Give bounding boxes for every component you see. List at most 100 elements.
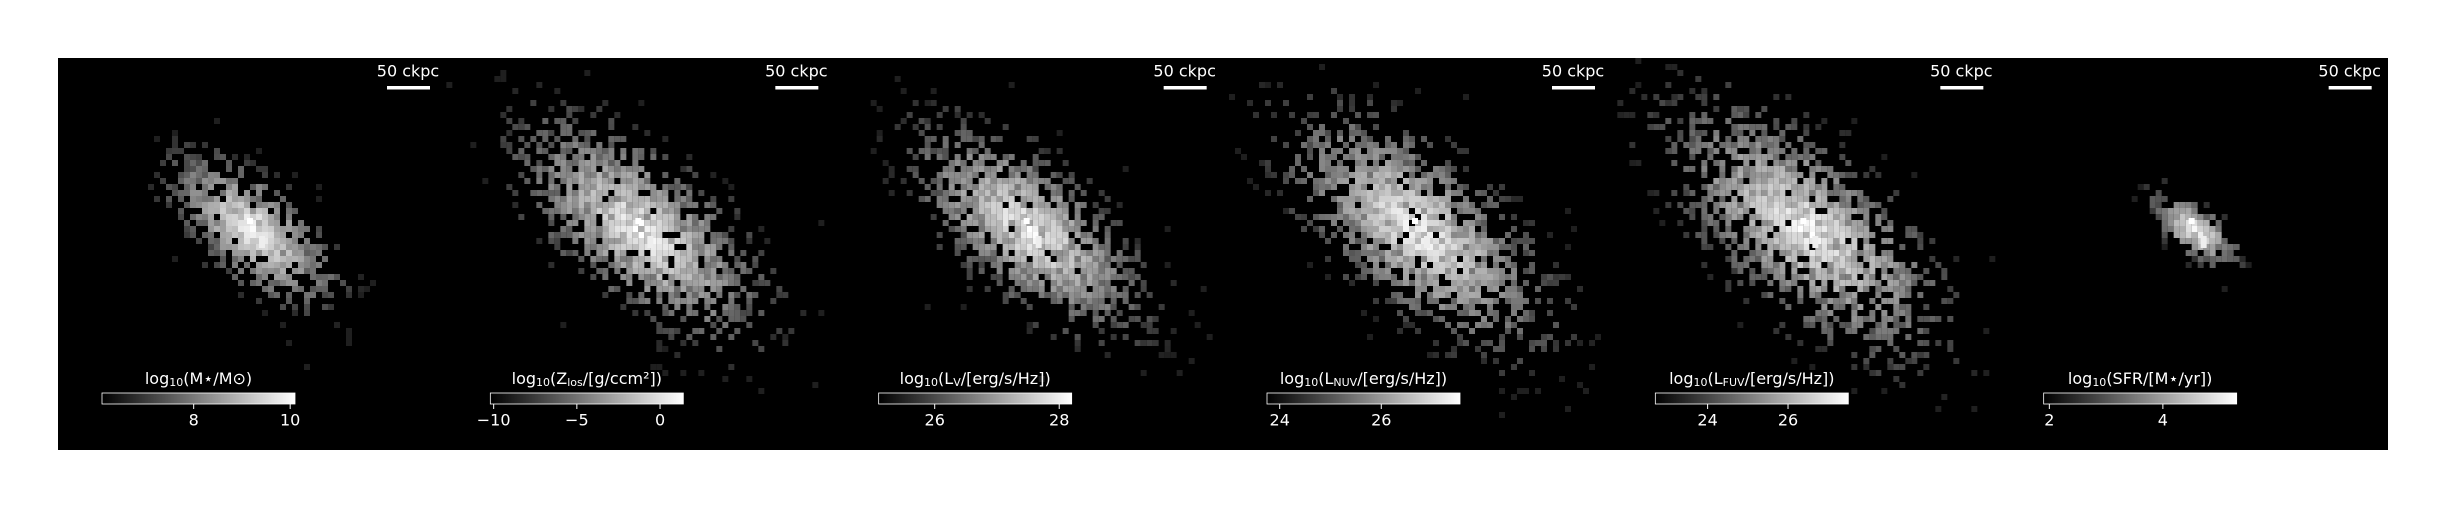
pixel (990, 208, 997, 214)
pixel (614, 172, 621, 178)
pixel (196, 220, 202, 226)
pixel (1098, 280, 1105, 286)
pixel (728, 244, 735, 250)
pixel (1020, 274, 1027, 280)
pixel (238, 232, 244, 238)
pixel (626, 244, 633, 250)
pixel (1451, 274, 1457, 280)
pixel (220, 244, 226, 250)
pixel (686, 310, 693, 316)
pixel (924, 304, 931, 310)
pixel (930, 178, 937, 184)
pixel (1421, 178, 1427, 184)
pixel (960, 160, 967, 166)
pixel (470, 142, 477, 148)
pixel (548, 190, 555, 196)
pixel (542, 118, 549, 124)
pixel (1839, 232, 1846, 238)
pixel (1517, 334, 1523, 340)
pixel (1277, 190, 1283, 196)
pixel (1122, 166, 1129, 172)
pixel (728, 292, 735, 298)
pixel (1116, 262, 1123, 268)
pixel (1523, 268, 1529, 274)
pixel (1863, 268, 1870, 274)
pixel (912, 100, 919, 106)
pixel (1875, 172, 1882, 178)
pixel (1098, 316, 1105, 322)
pixel (1719, 202, 1726, 208)
pixel (614, 256, 621, 262)
pixel (1391, 106, 1397, 112)
pixel (1689, 88, 1696, 94)
pixel (1475, 310, 1481, 316)
pixel (614, 232, 621, 238)
pixel (1032, 154, 1039, 160)
pixel (274, 244, 280, 250)
pixel (698, 328, 705, 334)
pixel (1785, 238, 1792, 244)
pixel (656, 226, 663, 232)
pixel (1713, 178, 1720, 184)
pixel (692, 244, 699, 250)
pixel (984, 250, 991, 256)
pixel (2221, 256, 2228, 262)
pixel (268, 256, 274, 262)
pixel (728, 274, 735, 280)
pixel (1677, 94, 1684, 100)
pixel (256, 184, 262, 190)
pixel (2173, 226, 2180, 232)
pixel (1373, 256, 1379, 262)
pixel (1725, 148, 1732, 154)
pixel (1349, 202, 1355, 208)
pixel (674, 208, 681, 214)
pixel (1869, 268, 1876, 274)
pixel (1032, 202, 1039, 208)
pixel (1797, 238, 1804, 244)
pixel (674, 250, 681, 256)
pixel (1014, 226, 1021, 232)
label-part: log (900, 369, 924, 388)
pixel (310, 262, 316, 268)
pixel (1505, 328, 1511, 334)
pixel (1301, 166, 1307, 172)
pixel (1050, 184, 1057, 190)
pixel (1791, 124, 1798, 130)
pixel (978, 190, 985, 196)
pixel (1349, 208, 1355, 214)
pixel (1671, 148, 1678, 154)
pixel (1463, 256, 1469, 262)
pixel (1689, 202, 1696, 208)
pixel (1451, 328, 1457, 334)
pixel (1427, 184, 1433, 190)
pixel (1887, 220, 1894, 226)
pixel (686, 226, 693, 232)
pixel (1008, 154, 1015, 160)
pixel (268, 292, 274, 298)
pixel (1815, 232, 1822, 238)
pixel (1797, 244, 1804, 250)
pixel (1074, 214, 1081, 220)
pixel (656, 322, 663, 328)
pixel (620, 136, 627, 142)
pixel (1487, 202, 1493, 208)
pixel (1104, 262, 1111, 268)
pixel (316, 184, 322, 190)
pixel (1026, 136, 1033, 142)
pixel (262, 250, 268, 256)
pixel (1517, 358, 1523, 364)
pixel (686, 220, 693, 226)
pixel (190, 196, 196, 202)
pixel (560, 208, 567, 214)
pixel (620, 220, 627, 226)
pixel (1893, 274, 1900, 280)
pixel (1779, 196, 1786, 202)
pixel (1421, 136, 1427, 142)
pixel (1857, 250, 1864, 256)
pixel (1361, 226, 1367, 232)
colorbar-tick-label: 26 (1778, 411, 1798, 430)
pixel (674, 184, 681, 190)
pixel (1032, 286, 1039, 292)
pixel (662, 196, 669, 202)
pixel (1505, 196, 1511, 202)
